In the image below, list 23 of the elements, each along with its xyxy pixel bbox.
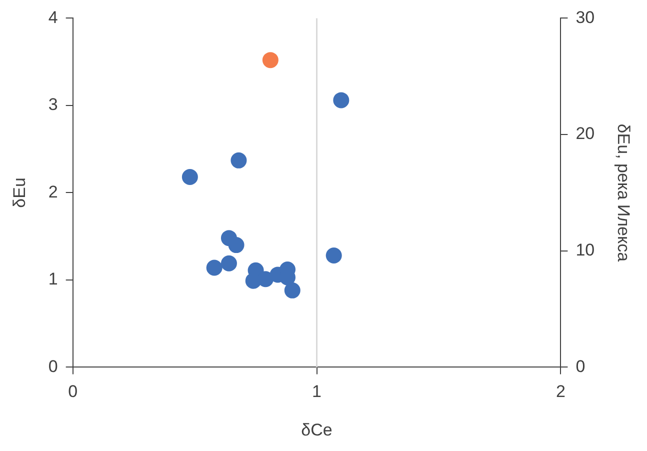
y-tick-label: 0 (48, 356, 58, 376)
point (326, 248, 342, 264)
y2-tick-label: 30 (576, 8, 595, 27)
y-tick-label: 4 (48, 8, 58, 27)
x-tick-label: 1 (312, 382, 322, 402)
y2-tick-label: 20 (576, 124, 595, 144)
y-tick-label: 1 (48, 270, 58, 289)
y2-tick-label: 10 (576, 240, 595, 260)
point (333, 92, 350, 108)
point (220, 255, 237, 272)
point (228, 237, 244, 254)
y-tick-label: 2 (48, 182, 58, 202)
point (230, 152, 247, 168)
point (206, 260, 222, 276)
y-axis-title: δEu (10, 178, 29, 208)
x-tick-label: 0 (68, 382, 78, 402)
point (284, 282, 300, 298)
x-axis-title: δCe (301, 420, 332, 440)
point (182, 168, 198, 185)
y2-tick-label: 0 (576, 356, 586, 376)
x-tick-label: 2 (556, 382, 566, 402)
y2-axis-title: δEu, река Илекса (614, 124, 634, 262)
y-tick-label: 3 (48, 95, 58, 114)
